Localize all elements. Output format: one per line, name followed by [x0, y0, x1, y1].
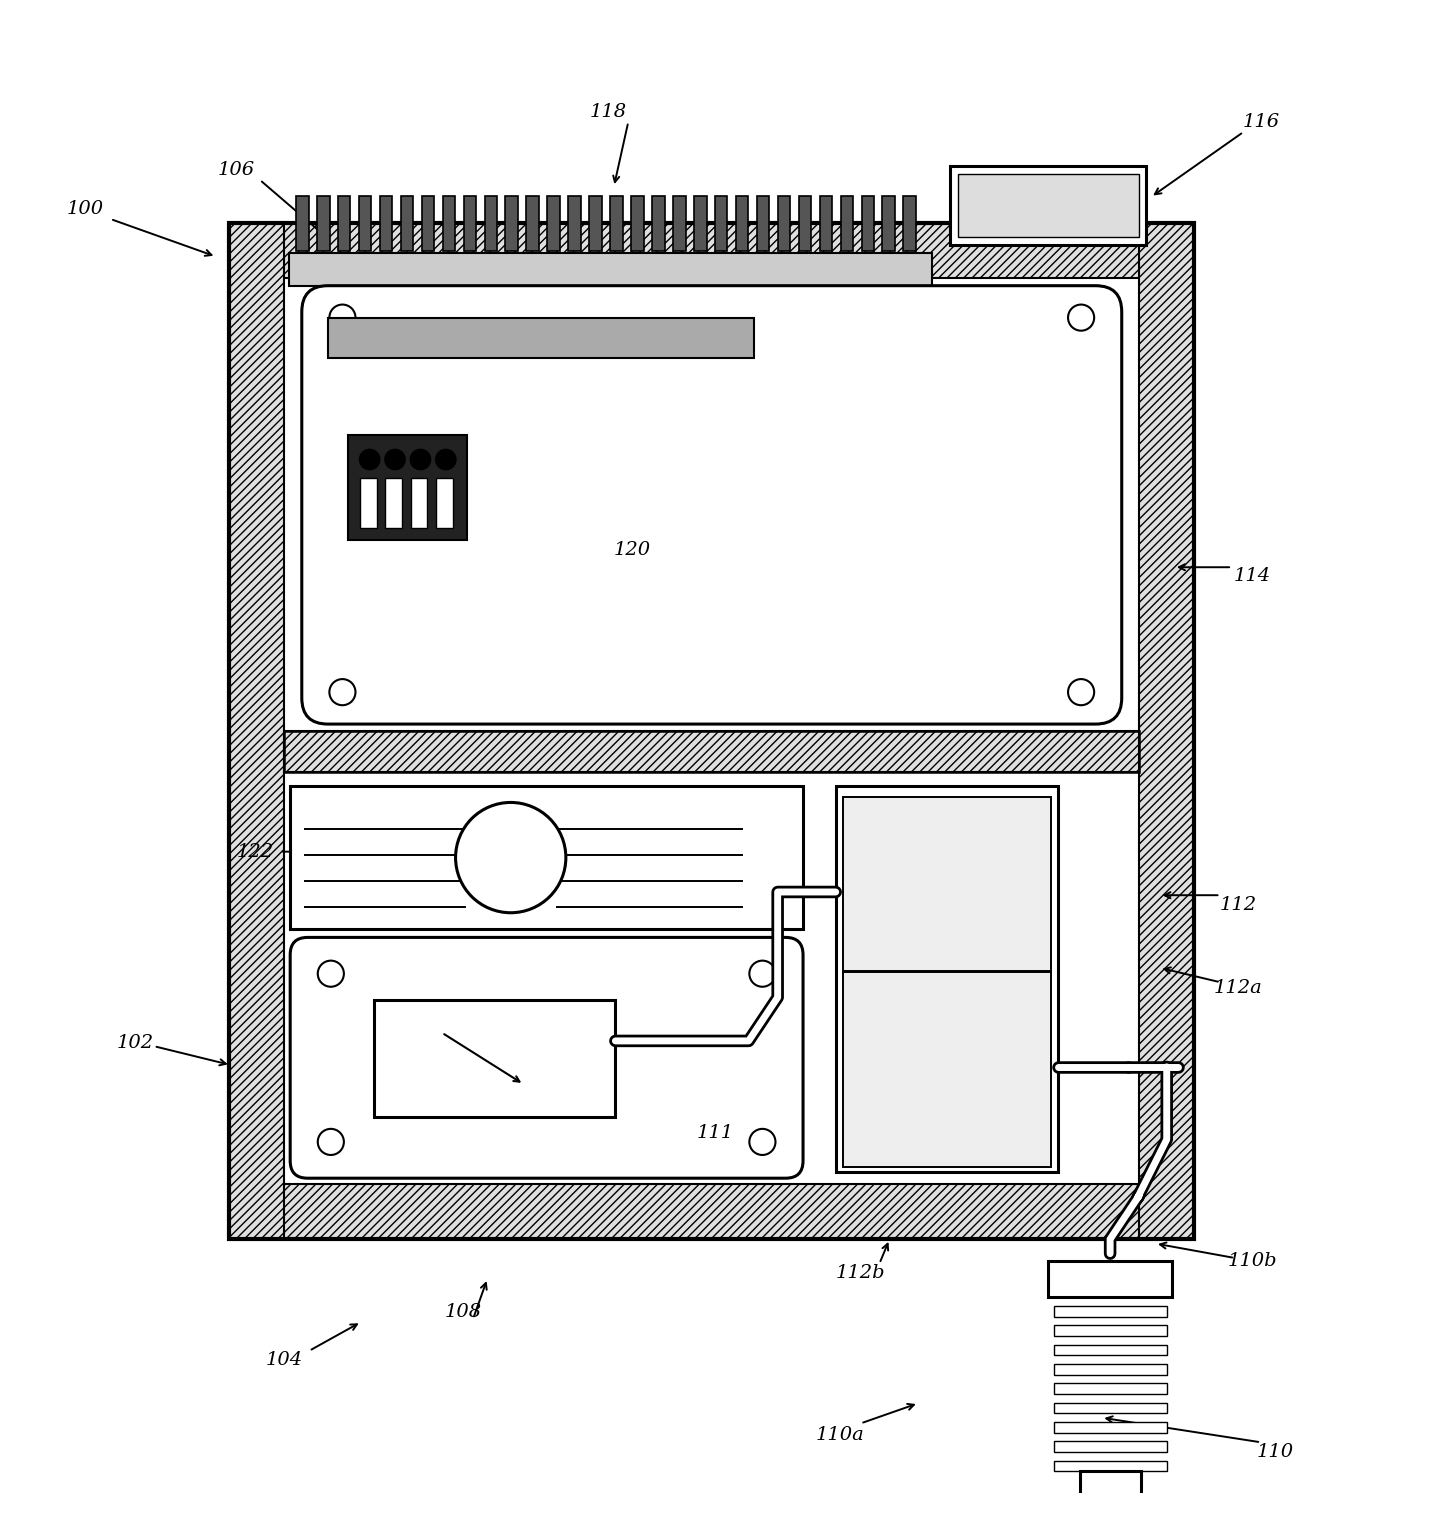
Bar	[651, 196, 664, 250]
Text: 120: 120	[614, 540, 651, 559]
Text: 106: 106	[218, 161, 254, 178]
Text: 102: 102	[116, 1035, 154, 1051]
Bar	[410, 479, 427, 528]
Bar	[230, 1183, 1194, 1239]
Circle shape	[410, 450, 430, 470]
Bar	[756, 196, 769, 250]
Bar	[401, 196, 413, 250]
Bar	[569, 196, 580, 250]
Bar	[285, 731, 1138, 772]
Circle shape	[359, 450, 379, 470]
Bar	[230, 223, 1194, 278]
Bar	[715, 196, 727, 250]
Bar	[736, 196, 749, 250]
Circle shape	[318, 1128, 345, 1154]
Text: 116: 116	[1243, 112, 1280, 130]
Bar	[317, 196, 330, 250]
Bar	[840, 196, 853, 250]
Bar	[442, 196, 455, 250]
Circle shape	[436, 450, 457, 470]
Circle shape	[455, 803, 566, 913]
Bar	[1054, 1345, 1166, 1355]
Bar	[285, 731, 1138, 772]
Bar	[230, 223, 285, 1239]
Text: 100: 100	[67, 200, 105, 218]
Text: 110b: 110b	[1227, 1253, 1277, 1269]
Circle shape	[318, 961, 345, 987]
Bar	[798, 196, 811, 250]
Text: 104: 104	[266, 1351, 302, 1369]
Bar	[379, 196, 393, 250]
Bar	[484, 196, 497, 250]
Text: 118: 118	[589, 103, 627, 121]
Bar	[422, 196, 435, 250]
Bar	[230, 223, 1194, 1239]
Circle shape	[749, 1128, 775, 1154]
Bar	[862, 196, 874, 250]
Bar	[1054, 1441, 1166, 1452]
Circle shape	[749, 961, 775, 987]
Bar	[843, 797, 1051, 972]
Bar	[694, 196, 707, 250]
Text: 108: 108	[445, 1303, 481, 1320]
Bar	[820, 196, 832, 250]
Bar	[464, 196, 475, 250]
Bar	[631, 196, 644, 250]
Bar	[836, 786, 1059, 1173]
Bar	[526, 196, 539, 250]
Bar	[374, 999, 615, 1117]
Bar	[1054, 1365, 1166, 1375]
Bar	[1080, 1472, 1140, 1529]
Bar	[951, 166, 1146, 246]
Bar	[289, 253, 932, 286]
Text: 122: 122	[237, 843, 273, 861]
Bar	[589, 196, 602, 250]
Bar	[1054, 1383, 1166, 1394]
Circle shape	[330, 304, 355, 330]
Circle shape	[1069, 304, 1095, 330]
Bar	[359, 196, 371, 250]
Bar	[883, 196, 896, 250]
Bar	[1054, 1325, 1166, 1335]
Bar	[843, 972, 1051, 1167]
Circle shape	[385, 450, 406, 470]
Bar	[506, 196, 518, 250]
Text: 110: 110	[1258, 1443, 1294, 1461]
Bar	[337, 196, 350, 250]
Bar	[329, 318, 755, 358]
Text: 111: 111	[696, 1124, 734, 1142]
Text: 112: 112	[1220, 896, 1256, 915]
Bar	[547, 196, 560, 250]
Bar	[1054, 1306, 1166, 1317]
Text: 110a: 110a	[816, 1426, 865, 1444]
Bar	[230, 223, 1194, 1239]
Text: 112a: 112a	[1214, 979, 1262, 998]
Bar	[1054, 1421, 1166, 1432]
Bar	[1048, 1260, 1172, 1297]
Text: 114: 114	[1234, 566, 1271, 585]
Bar	[297, 196, 308, 250]
Bar	[385, 479, 401, 528]
Bar	[359, 479, 377, 528]
Bar	[673, 196, 686, 250]
Bar	[1138, 223, 1194, 1239]
Bar	[291, 786, 803, 929]
Bar	[348, 436, 467, 540]
Bar	[436, 479, 452, 528]
Bar	[1054, 1461, 1166, 1472]
Circle shape	[330, 678, 355, 705]
Bar	[958, 175, 1138, 236]
Bar	[611, 196, 622, 250]
Circle shape	[1069, 678, 1095, 705]
Bar	[778, 196, 791, 250]
Bar	[903, 196, 916, 250]
Bar	[1054, 1403, 1166, 1414]
FancyBboxPatch shape	[302, 286, 1121, 725]
FancyBboxPatch shape	[291, 938, 803, 1179]
Text: 112b: 112b	[836, 1263, 885, 1282]
